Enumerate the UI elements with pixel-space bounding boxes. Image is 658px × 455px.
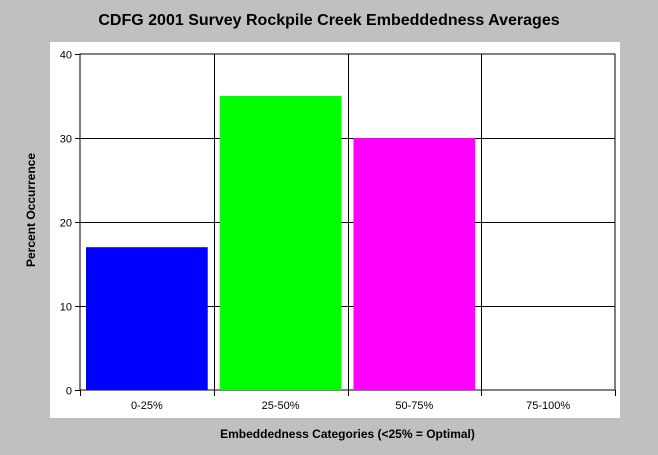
y-axis-title: Percent Occurrence: [24, 152, 38, 268]
bars: [86, 96, 476, 390]
y-tick-label: 40: [60, 50, 72, 62]
x-tick-label: 25-50%: [262, 400, 300, 412]
x-axis-title: Embeddedness Categories (<25% = Optimal): [220, 427, 475, 441]
chart-title: CDFG 2001 Survey Rockpile Creek Embedded…: [98, 12, 560, 29]
x-tick-label: 50-75%: [395, 400, 433, 412]
x-tick-label: 75-100%: [526, 400, 570, 412]
grid-lines: [80, 54, 615, 396]
bar-50-75%: [353, 138, 476, 390]
y-tick-label: 0: [66, 386, 72, 398]
bar-0-25%: [86, 247, 208, 390]
x-tick-label: 0-25%: [131, 400, 163, 412]
axis-ticks: 0 10 20 30 40 0-25% 25-50% 50-75% 75-100%: [60, 50, 616, 412]
bar-25-50%: [219, 96, 342, 390]
y-tick-label: 30: [60, 134, 72, 146]
y-tick-label: 10: [60, 302, 72, 314]
y-tick-label: 20: [60, 218, 72, 230]
